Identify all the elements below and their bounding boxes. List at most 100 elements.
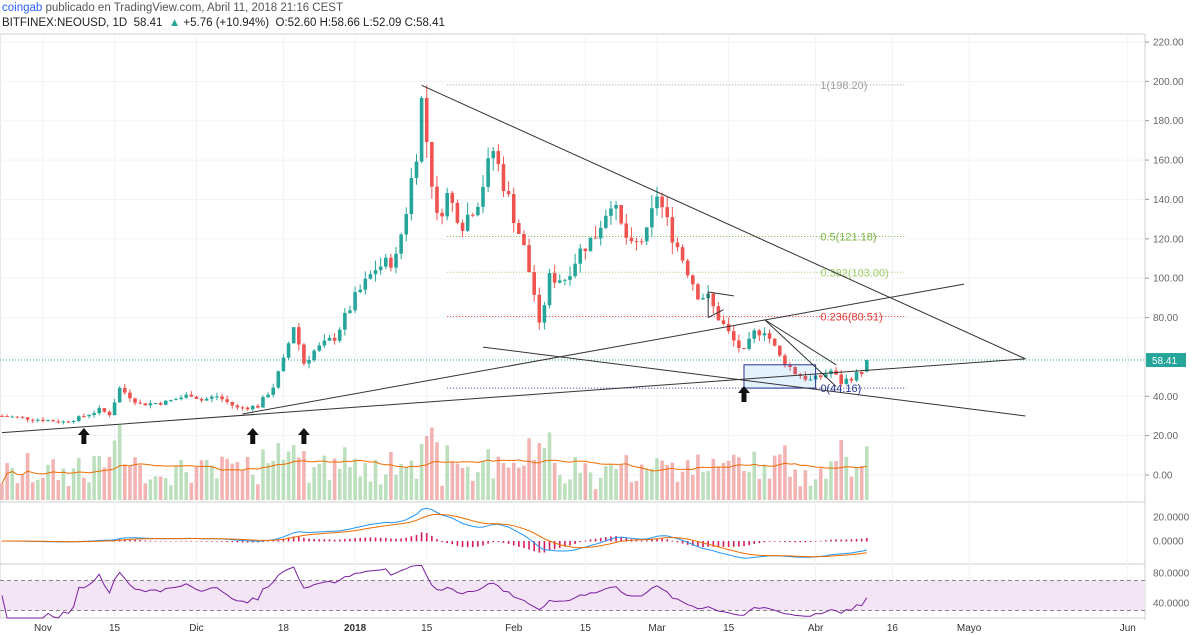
trend-line: [764, 319, 837, 387]
candle-body: [788, 365, 792, 367]
volume-bar: [772, 455, 777, 500]
candle-body: [179, 397, 183, 400]
volume-bar: [706, 470, 710, 500]
volume-bar: [604, 466, 608, 500]
time-tick-label: 16: [887, 623, 899, 634]
macd-hist-bar: [149, 540, 152, 542]
volume-bar: [358, 476, 362, 500]
volume-bar: [368, 481, 373, 500]
volume-bar: [844, 456, 849, 500]
volume-bar: [373, 460, 378, 500]
volume-bar: [317, 463, 322, 500]
candle-body: [624, 223, 629, 238]
volume-bar: [455, 463, 460, 500]
trend-line: [1, 358, 1026, 434]
candle-body: [15, 416, 20, 418]
macd-hist-bar: [645, 540, 648, 542]
volume-bar: [481, 460, 485, 500]
rsi-line: [1, 565, 868, 619]
candle-body: [343, 312, 347, 330]
volume-bar: [322, 455, 327, 500]
volume-bar: [522, 465, 526, 500]
main-pane-frame: [0, 33, 1146, 503]
volume-bar: [56, 480, 61, 500]
time-tick-label: Mar: [648, 623, 666, 634]
volume-bar: [250, 474, 255, 500]
volume-bar: [383, 474, 388, 500]
macd-hist-bar: [292, 536, 295, 542]
time-tick-label: Feb: [505, 623, 523, 634]
volume-bar: [348, 467, 352, 500]
candle-body: [424, 97, 429, 142]
volume-bar: [327, 480, 332, 500]
candle-body: [532, 272, 536, 295]
volume-bar: [696, 454, 700, 500]
volume-bar: [102, 467, 107, 500]
macd-hist-bar: [625, 538, 628, 542]
candle-body: [61, 421, 66, 423]
volume-bar: [409, 460, 414, 500]
fib-level-label: 0.236(80.51): [820, 312, 882, 324]
candle-body: [389, 257, 393, 268]
macd-hist-bar: [584, 540, 587, 542]
candle-body: [163, 400, 168, 405]
macd-hist-bar: [359, 537, 361, 542]
candle-body: [245, 407, 250, 410]
candle-body: [655, 196, 659, 209]
volume-bar: [435, 442, 439, 500]
volume-bar: [716, 466, 721, 500]
fib-level-label: 0.5(121.18): [820, 231, 876, 243]
macd-hist-bar: [154, 540, 157, 542]
macd-hist-bar: [333, 539, 336, 542]
volume-bar: [537, 443, 542, 500]
volume-bar: [10, 468, 15, 500]
macd-hist-bar: [170, 541, 172, 542]
candle-body: [117, 387, 122, 403]
macd-tick-label: 20.0000: [1153, 513, 1190, 524]
macd-hist-bar: [200, 541, 203, 542]
candle-body: [793, 366, 797, 375]
author-link[interactable]: coingab: [2, 2, 43, 14]
candle-body: [148, 403, 153, 406]
macd-hist-bar: [277, 539, 280, 542]
candle-body: [726, 323, 731, 332]
volume-ma-line: [1, 459, 867, 484]
volume-bar: [598, 477, 603, 500]
volume-bar: [414, 478, 419, 500]
volume-bar: [46, 464, 50, 500]
candle-body: [435, 186, 439, 213]
macd-hist-bar: [384, 537, 387, 542]
up-arrow-icon: [246, 428, 259, 444]
volume-bar: [82, 477, 86, 500]
volume-bar: [87, 482, 91, 500]
volume-bar: [92, 456, 96, 500]
volume-bar: [302, 451, 306, 500]
candle-body: [701, 298, 705, 300]
candle-body: [210, 396, 214, 399]
trend-line: [707, 309, 724, 318]
volume-bar: [297, 457, 301, 500]
candle-body: [865, 360, 869, 372]
fib-level-label: 0.382(103.00): [820, 267, 889, 279]
macd-hist-bar: [287, 537, 290, 542]
volume-bar: [363, 463, 368, 500]
volume-bar: [210, 465, 214, 500]
candle-body: [634, 241, 639, 243]
volume-bar: [394, 474, 398, 500]
time-tick-label: 18: [278, 623, 290, 634]
volume-bar: [389, 452, 393, 500]
macd-hist-bar: [390, 538, 392, 542]
candle-body: [297, 327, 301, 345]
candle-body: [409, 177, 414, 215]
candle-body: [440, 212, 444, 217]
volume-bar: [859, 466, 864, 500]
macd-hist-bar: [477, 541, 479, 547]
candle-body: [517, 223, 521, 234]
macd-hist-bar: [615, 536, 617, 542]
candle-body: [563, 279, 567, 281]
candle-body: [404, 214, 409, 235]
candle-body: [614, 204, 618, 209]
volume-bar: [112, 440, 117, 500]
volume-bar: [235, 462, 240, 500]
